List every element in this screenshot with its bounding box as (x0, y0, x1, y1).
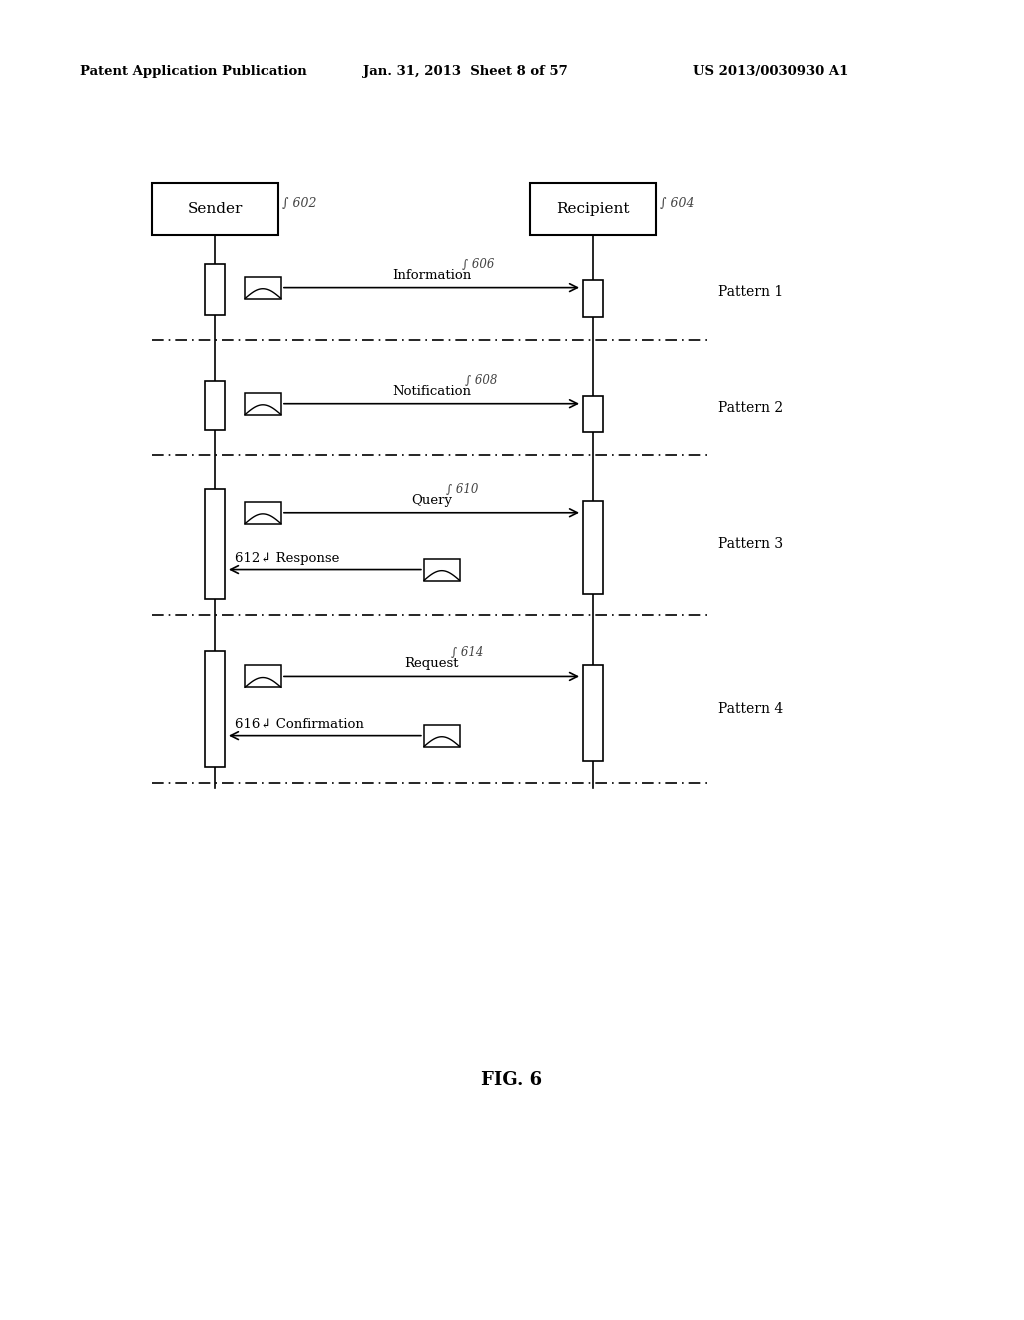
Text: Notification: Notification (392, 384, 471, 397)
Bar (424, 558, 460, 581)
Bar (245, 393, 281, 414)
Text: Jan. 31, 2013  Sheet 8 of 57: Jan. 31, 2013 Sheet 8 of 57 (362, 66, 567, 78)
Bar (424, 725, 460, 747)
Text: ∫ 606: ∫ 606 (462, 257, 495, 271)
Text: Pattern 3: Pattern 3 (718, 537, 783, 550)
Text: US 2013/0030930 A1: US 2013/0030930 A1 (693, 66, 848, 78)
Bar (583, 664, 603, 760)
Text: FIG. 6: FIG. 6 (481, 1071, 543, 1089)
Bar (205, 264, 225, 314)
Text: 616↲ Confirmation: 616↲ Confirmation (234, 718, 364, 731)
Text: Recipient: Recipient (556, 202, 630, 216)
Text: Pattern 2: Pattern 2 (718, 400, 783, 414)
Text: ∫ 602: ∫ 602 (282, 197, 316, 210)
Text: Information: Information (392, 268, 471, 281)
Bar (530, 183, 656, 235)
Text: Sender: Sender (187, 202, 243, 216)
Bar (205, 381, 225, 430)
Text: ∫ 610: ∫ 610 (445, 483, 478, 496)
Bar (245, 502, 281, 524)
Text: 612↲ Response: 612↲ Response (234, 552, 339, 565)
Bar (205, 651, 225, 767)
Text: ∫ 608: ∫ 608 (465, 374, 498, 387)
Bar (245, 665, 281, 688)
Text: Pattern 4: Pattern 4 (718, 702, 783, 715)
Bar (583, 396, 603, 432)
Bar (152, 183, 278, 235)
Text: Patent Application Publication: Patent Application Publication (80, 66, 307, 78)
Bar (205, 488, 225, 599)
Bar (245, 277, 281, 298)
Bar (583, 280, 603, 317)
Text: Pattern 1: Pattern 1 (718, 285, 783, 298)
Text: Request: Request (404, 657, 459, 671)
Text: Query: Query (411, 494, 452, 507)
Bar (583, 502, 603, 594)
Text: ∫ 604: ∫ 604 (660, 197, 694, 210)
Text: ∫ 614: ∫ 614 (452, 647, 483, 660)
